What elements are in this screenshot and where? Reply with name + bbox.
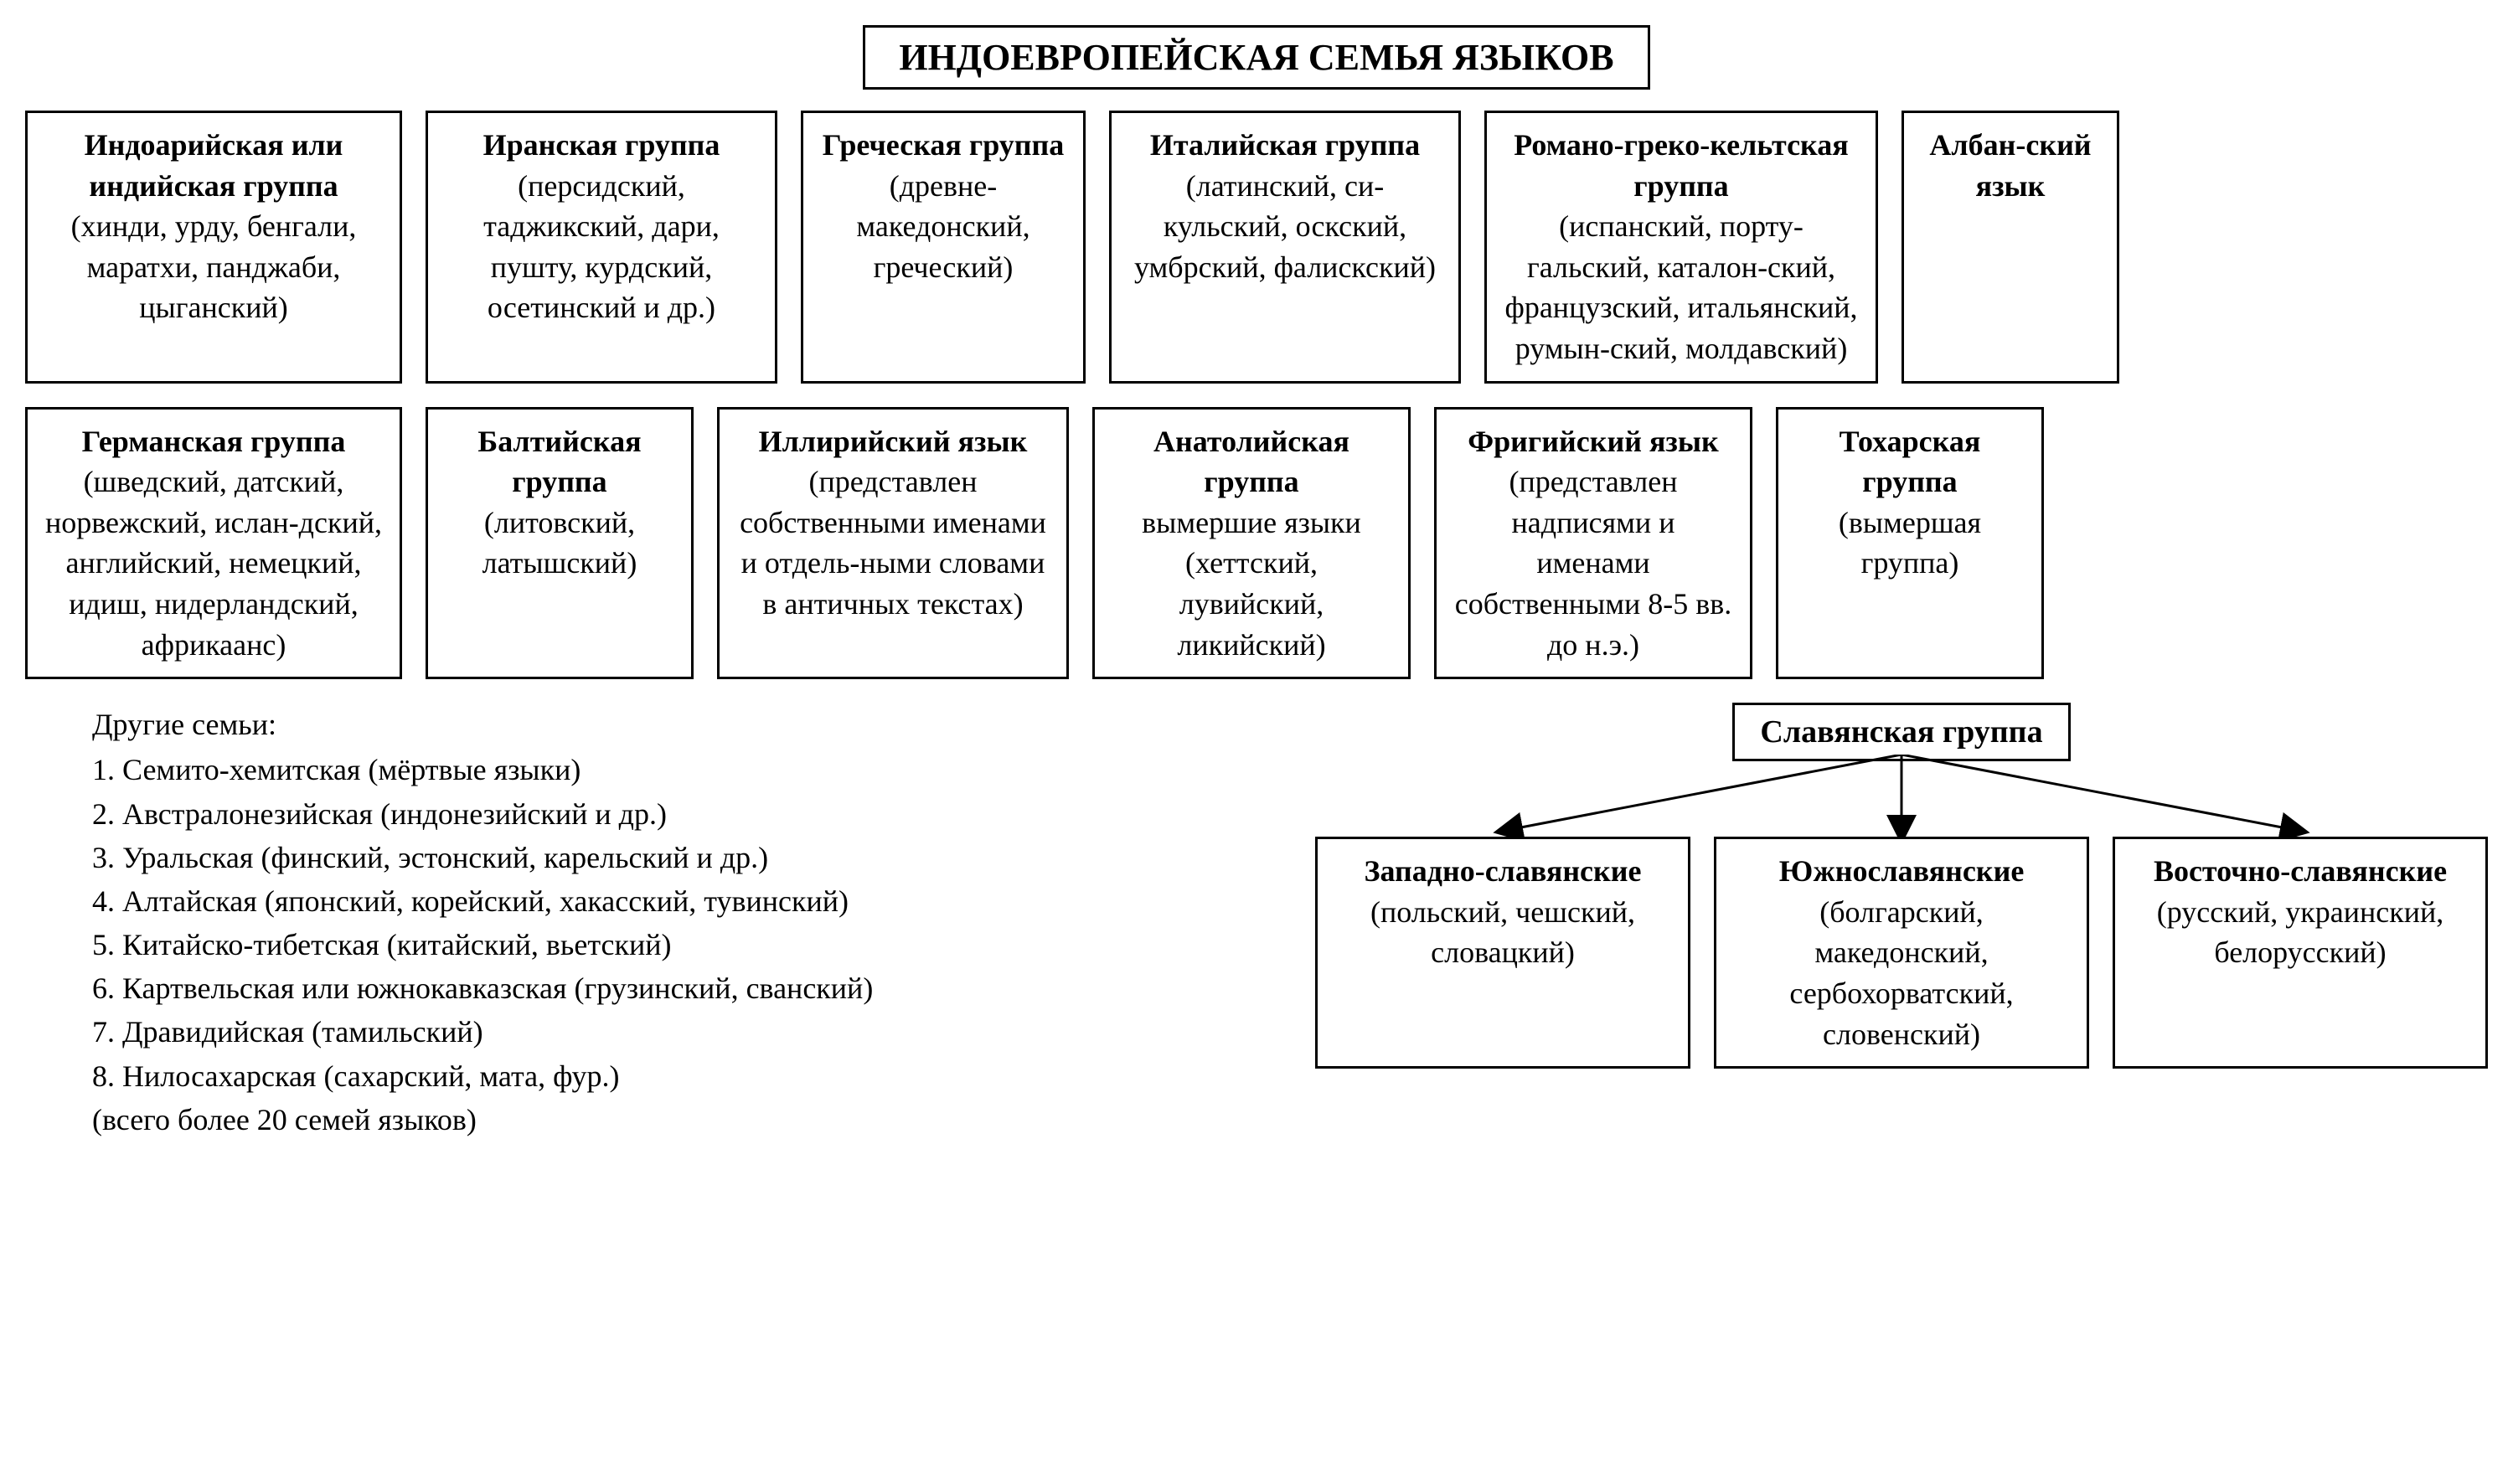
list-item: 2. Австралонезийская (индонезийский и др… bbox=[92, 792, 1282, 836]
group-sub: (вымершая группа) bbox=[1793, 502, 2026, 584]
group-head: Тохарская группа bbox=[1793, 421, 2026, 502]
group-greek: Греческая группа (древне-македонский, гр… bbox=[801, 111, 1086, 384]
group-sub: (представлен надписями и именами собстве… bbox=[1452, 461, 1735, 665]
group-sub: (русский, украинский, белорусский) bbox=[2130, 892, 2470, 973]
group-sub: вымершие языки (хеттский, лувийский, лик… bbox=[1110, 502, 1393, 665]
group-indoaryan: Индоарийская или индийская группа (хинди… bbox=[25, 111, 402, 384]
group-germanic: Германская группа (шведский, датский, но… bbox=[25, 407, 402, 680]
group-sub: (персидский, таджикский, дари, пушту, ку… bbox=[443, 166, 760, 328]
slavic-east: Восточно-славянские (русский, украинский… bbox=[2113, 837, 2488, 1069]
group-sub: (шведский, датский, норвежский, ислан-дс… bbox=[43, 461, 384, 665]
group-head: Албан-ский язык bbox=[1919, 125, 2102, 206]
group-sub: (латинский, си-кульский, оскский, умбрск… bbox=[1127, 166, 1443, 288]
slavic-root: Славянская группа bbox=[1732, 703, 2070, 761]
group-head: Германская группа bbox=[43, 421, 384, 462]
list-item: 4. Алтайская (японский, корейский, хакас… bbox=[92, 879, 1282, 923]
list-item: 5. Китайско-тибетская (китайский, вьетск… bbox=[92, 923, 1282, 966]
group-sub: (представлен собственными именами и отде… bbox=[735, 461, 1051, 624]
group-head: Балтийская группа bbox=[443, 421, 676, 502]
slavic-south: Южнославянские (болгарский, македонский,… bbox=[1714, 837, 2089, 1069]
group-sub: (польский, чешский, словацкий) bbox=[1333, 892, 1673, 973]
slavic-west: Западно-славянские (польский, чешский, с… bbox=[1315, 837, 1690, 1069]
group-albanian: Албан-ский язык bbox=[1902, 111, 2119, 384]
list-item: 3. Уральская (финский, эстонский, карель… bbox=[92, 836, 1282, 879]
other-families-list: Другие семьи: 1. Семито-хемитская (мёртв… bbox=[25, 703, 1282, 1141]
group-head: Восточно-славянские bbox=[2130, 851, 2470, 892]
group-head: Фригийский язык bbox=[1452, 421, 1735, 462]
group-head: Романо-греко-кельтская группа bbox=[1502, 125, 1860, 206]
group-sub: (испанский, порту-гальский, каталон-ский… bbox=[1502, 206, 1860, 368]
list-item: 1. Семито-хемитская (мёртвые языки) bbox=[92, 748, 1282, 791]
slavic-children-row: Западно-славянские (польский, чешский, с… bbox=[1315, 837, 2488, 1069]
language-family-diagram: ИНДОЕВРОПЕЙСКАЯ СЕМЬЯ ЯЗЫКОВ Индоарийска… bbox=[25, 25, 2488, 1141]
group-phrygian: Фригийский язык (представлен надписями и… bbox=[1434, 407, 1752, 680]
group-sub: (болгарский, македонский, сербохорватски… bbox=[1731, 892, 2072, 1054]
other-families-heading: Другие семьи: bbox=[92, 703, 1282, 746]
row-2: Германская группа (шведский, датский, но… bbox=[25, 407, 2488, 680]
group-head: Иранская группа bbox=[443, 125, 760, 166]
group-tocharian: Тохарская группа (вымершая группа) bbox=[1776, 407, 2044, 680]
group-head: Греческая группа bbox=[818, 125, 1068, 166]
group-italic: Италийская группа (латинский, си-кульски… bbox=[1109, 111, 1461, 384]
group-head: Иллирийский язык bbox=[735, 421, 1051, 462]
group-head: Анатолийская группа bbox=[1110, 421, 1393, 502]
group-sub: (хинди, урду, бенгали, маратхи, панджаби… bbox=[43, 206, 384, 328]
group-iranian: Иранская группа (персидский, таджикский,… bbox=[426, 111, 777, 384]
diagram-title: ИНДОЕВРОПЕЙСКАЯ СЕМЬЯ ЯЗЫКОВ bbox=[863, 25, 1649, 90]
group-head: Западно-славянские bbox=[1333, 851, 1673, 892]
tree-arrows-icon bbox=[1315, 755, 2488, 838]
group-head: Индоарийская или индийская группа bbox=[43, 125, 384, 206]
group-illyrian: Иллирийский язык (представлен собственны… bbox=[717, 407, 1069, 680]
group-anatolian: Анатолийская группа вымершие языки (хетт… bbox=[1092, 407, 1411, 680]
group-sub: (литовский, латышский) bbox=[443, 502, 676, 584]
bottom-area: Другие семьи: 1. Семито-хемитская (мёртв… bbox=[25, 703, 2488, 1141]
group-baltic: Балтийская группа (литовский, латышский) bbox=[426, 407, 694, 680]
list-item: 8. Нилосахарская (сахарский, мата, фур.) bbox=[92, 1054, 1282, 1098]
group-head: Италийская группа bbox=[1127, 125, 1443, 166]
group-sub: (древне-македонский, греческий) bbox=[818, 166, 1068, 288]
list-item: 7. Дравидийская (тамильский) bbox=[92, 1010, 1282, 1054]
list-item: 6. Картвельская или южнокавказская (груз… bbox=[92, 966, 1282, 1010]
row-1: Индоарийская или индийская группа (хинди… bbox=[25, 111, 2488, 384]
group-romano-greco-celtic: Романо-греко-кельтская группа (испанский… bbox=[1484, 111, 1878, 384]
slavic-subtree: Славянская группа Западно-славянские (по… bbox=[1315, 703, 2488, 1069]
other-families-footer: (всего более 20 семей языков) bbox=[92, 1098, 1282, 1141]
group-head: Южнославянские bbox=[1731, 851, 2072, 892]
